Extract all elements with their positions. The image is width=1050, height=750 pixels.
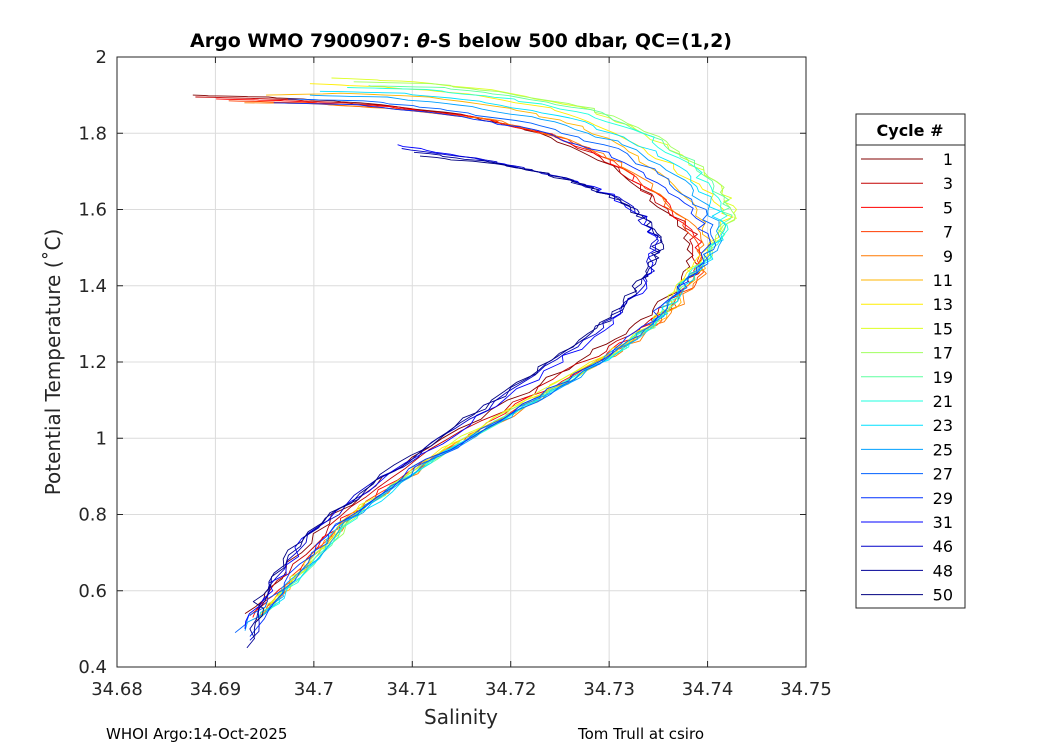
x-tick-label: 34.71 <box>387 679 439 700</box>
y-tick-label: 1 <box>96 428 107 449</box>
y-axis-label: Potential Temperature (˚C) <box>41 229 65 496</box>
legend-label-cycle-27: 27 <box>933 465 953 484</box>
legend-label-cycle-21: 21 <box>933 392 953 411</box>
legend-title: Cycle # <box>877 121 944 140</box>
footer-author: Tom Trull at csiro <box>578 725 704 743</box>
series-line-cycle-50 <box>252 155 665 637</box>
legend-label-cycle-50: 50 <box>933 586 953 605</box>
legend-label-cycle-7: 7 <box>943 223 953 242</box>
legend-label-cycle-11: 11 <box>933 271 953 290</box>
legend-label-cycle-1: 1 <box>943 150 953 169</box>
x-tick-label: 34.68 <box>91 679 143 700</box>
y-tick-label: 1.8 <box>78 123 107 144</box>
y-tick-label: 1.4 <box>78 276 107 297</box>
series-line-cycle-5 <box>216 98 703 618</box>
y-tick-label: 1.6 <box>78 200 107 221</box>
y-tick-label: 1.2 <box>78 352 107 373</box>
legend: Cycle # 13579111315171921232527293146485… <box>855 113 966 609</box>
legend-label-cycle-29: 29 <box>933 489 953 508</box>
legend-label-cycle-15: 15 <box>933 319 953 338</box>
x-axis-label: Salinity <box>424 705 498 729</box>
legend-label-cycle-46: 46 <box>933 537 953 556</box>
series-lines <box>192 77 738 649</box>
legend-label-cycle-31: 31 <box>933 513 953 532</box>
x-tick-label: 34.73 <box>583 679 635 700</box>
legend-label-cycle-17: 17 <box>933 344 953 363</box>
x-tick-label: 34.72 <box>485 679 537 700</box>
legend-label-cycle-13: 13 <box>933 295 953 314</box>
legend-label-cycle-23: 23 <box>933 416 953 435</box>
x-tick-label: 34.75 <box>780 679 832 700</box>
y-tick-label: 0.8 <box>78 505 107 526</box>
series-line-cycle-29 <box>249 102 712 637</box>
legend-box <box>855 113 966 609</box>
chart-title: Argo WMO 7900907: θ-S below 500 dbar, QC… <box>190 30 732 52</box>
legend-label-cycle-48: 48 <box>933 561 953 580</box>
legend-label-cycle-19: 19 <box>933 368 953 387</box>
x-tick-label: 34.69 <box>190 679 242 700</box>
legend-label-cycle-25: 25 <box>933 440 953 459</box>
y-tick-label: 0.4 <box>78 657 107 678</box>
y-tick-label: 2 <box>96 47 107 68</box>
legend-label-cycle-3: 3 <box>943 174 953 193</box>
axis-ticks: 34.68 34.69 34.7 34.71 34.72 34.73 34.74 34.75 0… <box>78 47 831 700</box>
legend-label-cycle-5: 5 <box>943 198 953 217</box>
series-line-cycle-27 <box>234 98 717 634</box>
y-tick-label: 0.6 <box>78 581 107 602</box>
x-tick-label: 34.7 <box>294 679 334 700</box>
x-tick-label: 34.74 <box>682 679 734 700</box>
legend-label-cycle-9: 9 <box>943 247 953 266</box>
footer-source: WHOI Argo:14-Oct-2025 <box>106 725 288 743</box>
